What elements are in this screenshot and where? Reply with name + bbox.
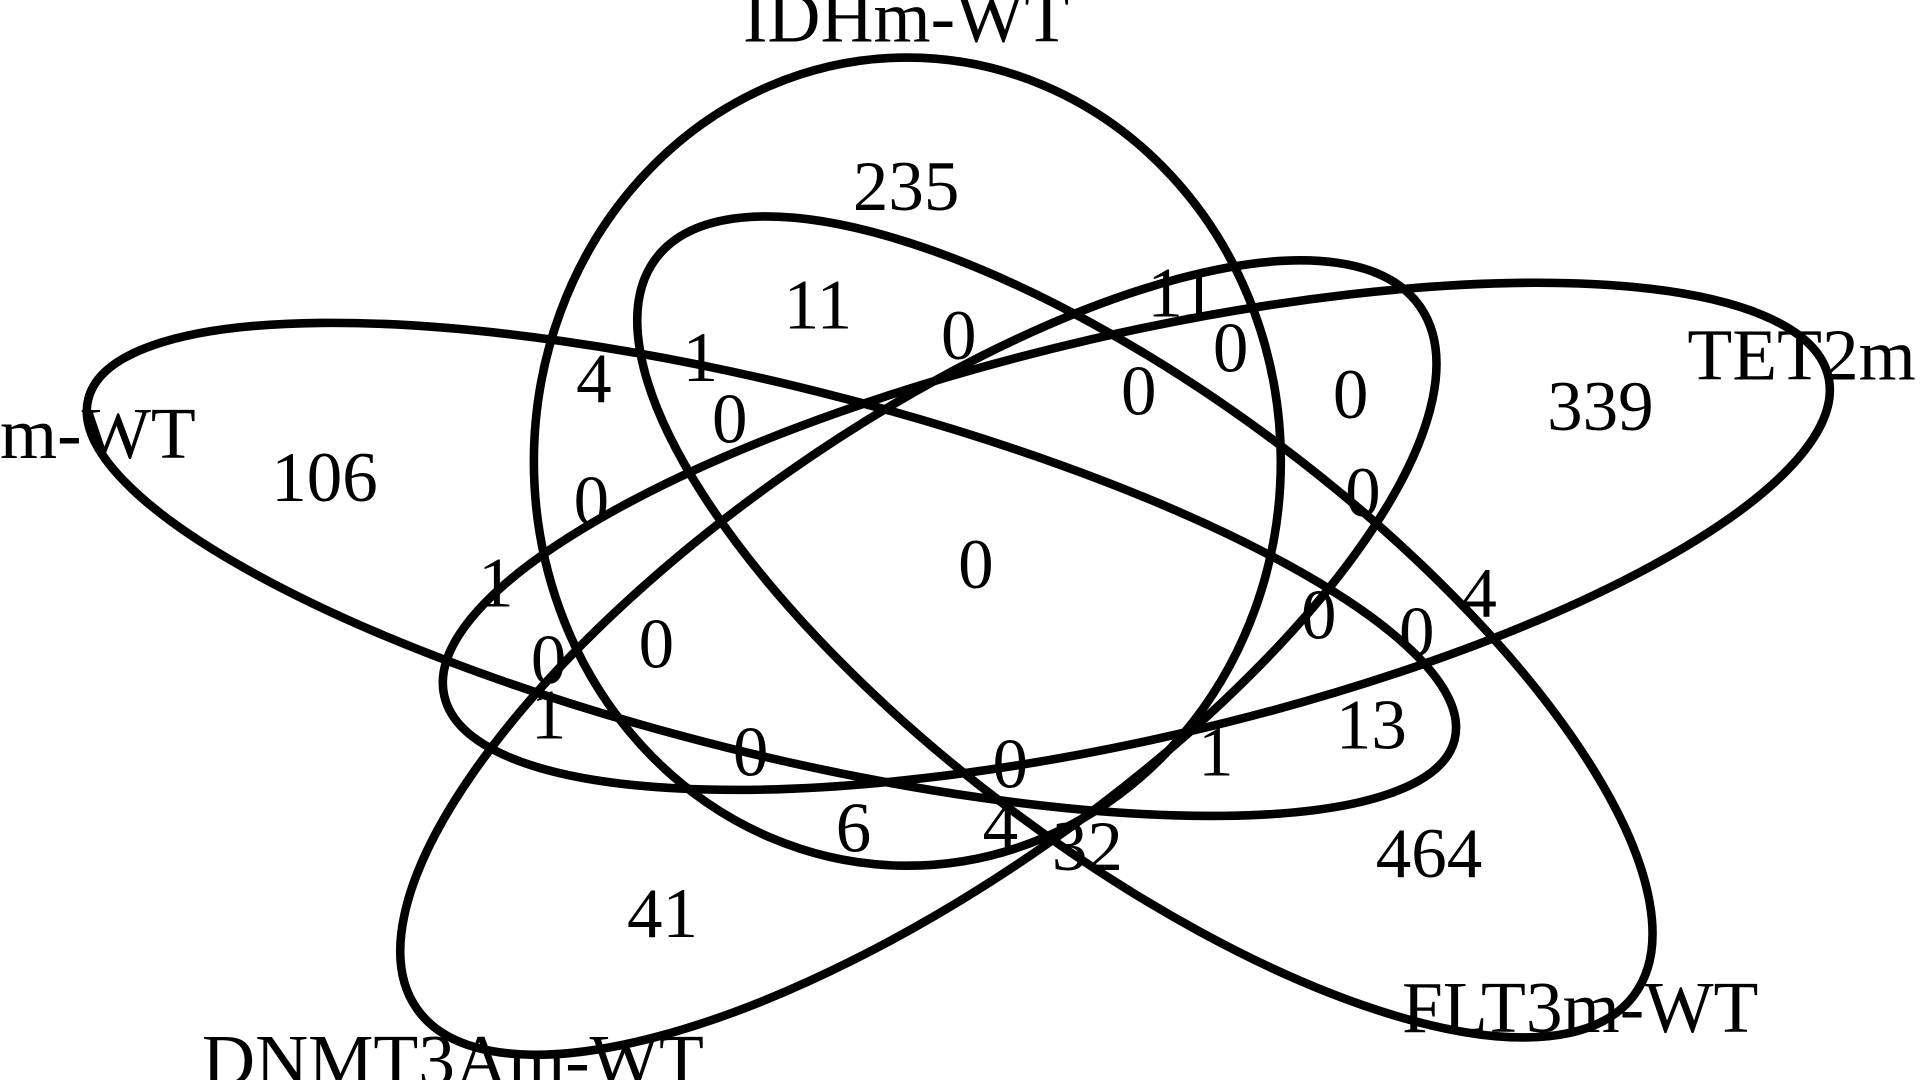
region-count: 0 (1345, 454, 1381, 532)
region-count: 1 (531, 677, 567, 755)
set-outline (529, 53, 1286, 870)
region-count: 0 (1301, 576, 1337, 654)
region-count: 0 (1399, 593, 1435, 671)
region-count: 0 (639, 606, 675, 684)
region-count: 6 (836, 789, 872, 867)
region-count: 106 (271, 439, 378, 517)
region-count: 464 (1376, 815, 1483, 893)
set-outline (82, 318, 1461, 821)
region-count: 32 (1052, 808, 1123, 886)
region-count: 235 (853, 148, 960, 226)
region-count: 0 (1333, 356, 1369, 434)
set-label: FLT3m-WT (1402, 967, 1758, 1048)
region-count: 4 (1461, 554, 1497, 632)
region-count: 4 (576, 340, 612, 418)
region-count: 0 (1121, 352, 1157, 430)
region-count: 0 (992, 726, 1028, 804)
set-label: DNMT3Am-WT (202, 1020, 704, 1080)
set-outline (396, 256, 1441, 1060)
region-count: 0 (574, 462, 610, 540)
region-count: 0 (941, 297, 977, 375)
region-count: 1 (1198, 713, 1234, 791)
region-count: 11 (784, 267, 852, 345)
region-count: 339 (1547, 368, 1654, 446)
region-count: 0 (1213, 309, 1249, 387)
set-label: TET2m (1687, 315, 1915, 396)
set-label: IDHm-WT (743, 0, 1069, 58)
region-count: 11 (1147, 254, 1215, 332)
region-count: 0 (958, 526, 994, 604)
region-count: 4 (983, 787, 1019, 865)
set-outline (633, 212, 1657, 1042)
region-count: 0 (531, 622, 567, 700)
region-count: 0 (733, 713, 769, 791)
region-count: 41 (627, 875, 698, 953)
region-count: 13 (1336, 687, 1407, 765)
region-count: 1 (683, 319, 719, 397)
region-count: 0 (712, 380, 748, 458)
region-count: 1 (478, 545, 514, 623)
set-label: m-WT (0, 393, 196, 474)
set-outline (438, 278, 1835, 795)
